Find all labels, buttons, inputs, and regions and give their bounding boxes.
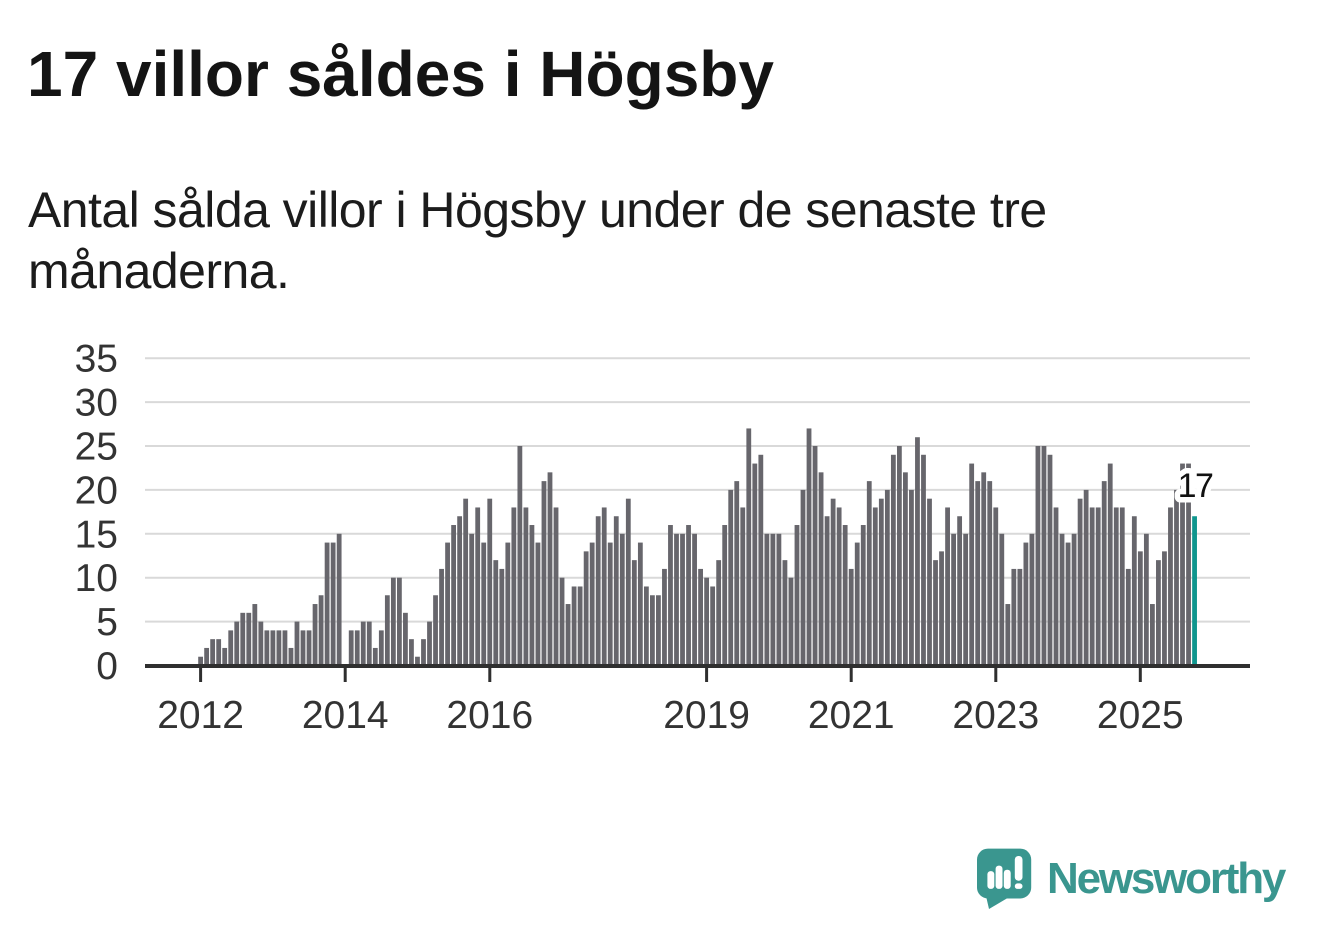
svg-text:Antal sålda villor i Högsby un: Antal sålda villor i Högsby under de sen… xyxy=(28,182,1047,238)
svg-text:30: 30 xyxy=(75,382,118,425)
svg-text:10: 10 xyxy=(75,557,118,600)
svg-text:2023: 2023 xyxy=(952,694,1039,737)
svg-text:2025: 2025 xyxy=(1097,694,1184,737)
svg-text:Newsworthy: Newsworthy xyxy=(1047,854,1287,903)
svg-text:5: 5 xyxy=(96,601,118,644)
svg-text:17 villor såldes i Högsby: 17 villor såldes i Högsby xyxy=(27,38,774,110)
svg-text:17: 17 xyxy=(1178,467,1213,505)
svg-text:2014: 2014 xyxy=(302,694,389,737)
svg-text:2021: 2021 xyxy=(808,694,895,737)
svg-text:0: 0 xyxy=(96,645,118,688)
svg-text:2012: 2012 xyxy=(157,694,244,737)
svg-text:15: 15 xyxy=(75,513,118,556)
svg-text:månaderna.: månaderna. xyxy=(28,243,289,299)
svg-text:35: 35 xyxy=(75,338,118,381)
svg-text:2019: 2019 xyxy=(663,694,750,737)
svg-text:25: 25 xyxy=(75,426,118,469)
svg-text:2016: 2016 xyxy=(446,694,533,737)
svg-text:20: 20 xyxy=(75,469,118,512)
